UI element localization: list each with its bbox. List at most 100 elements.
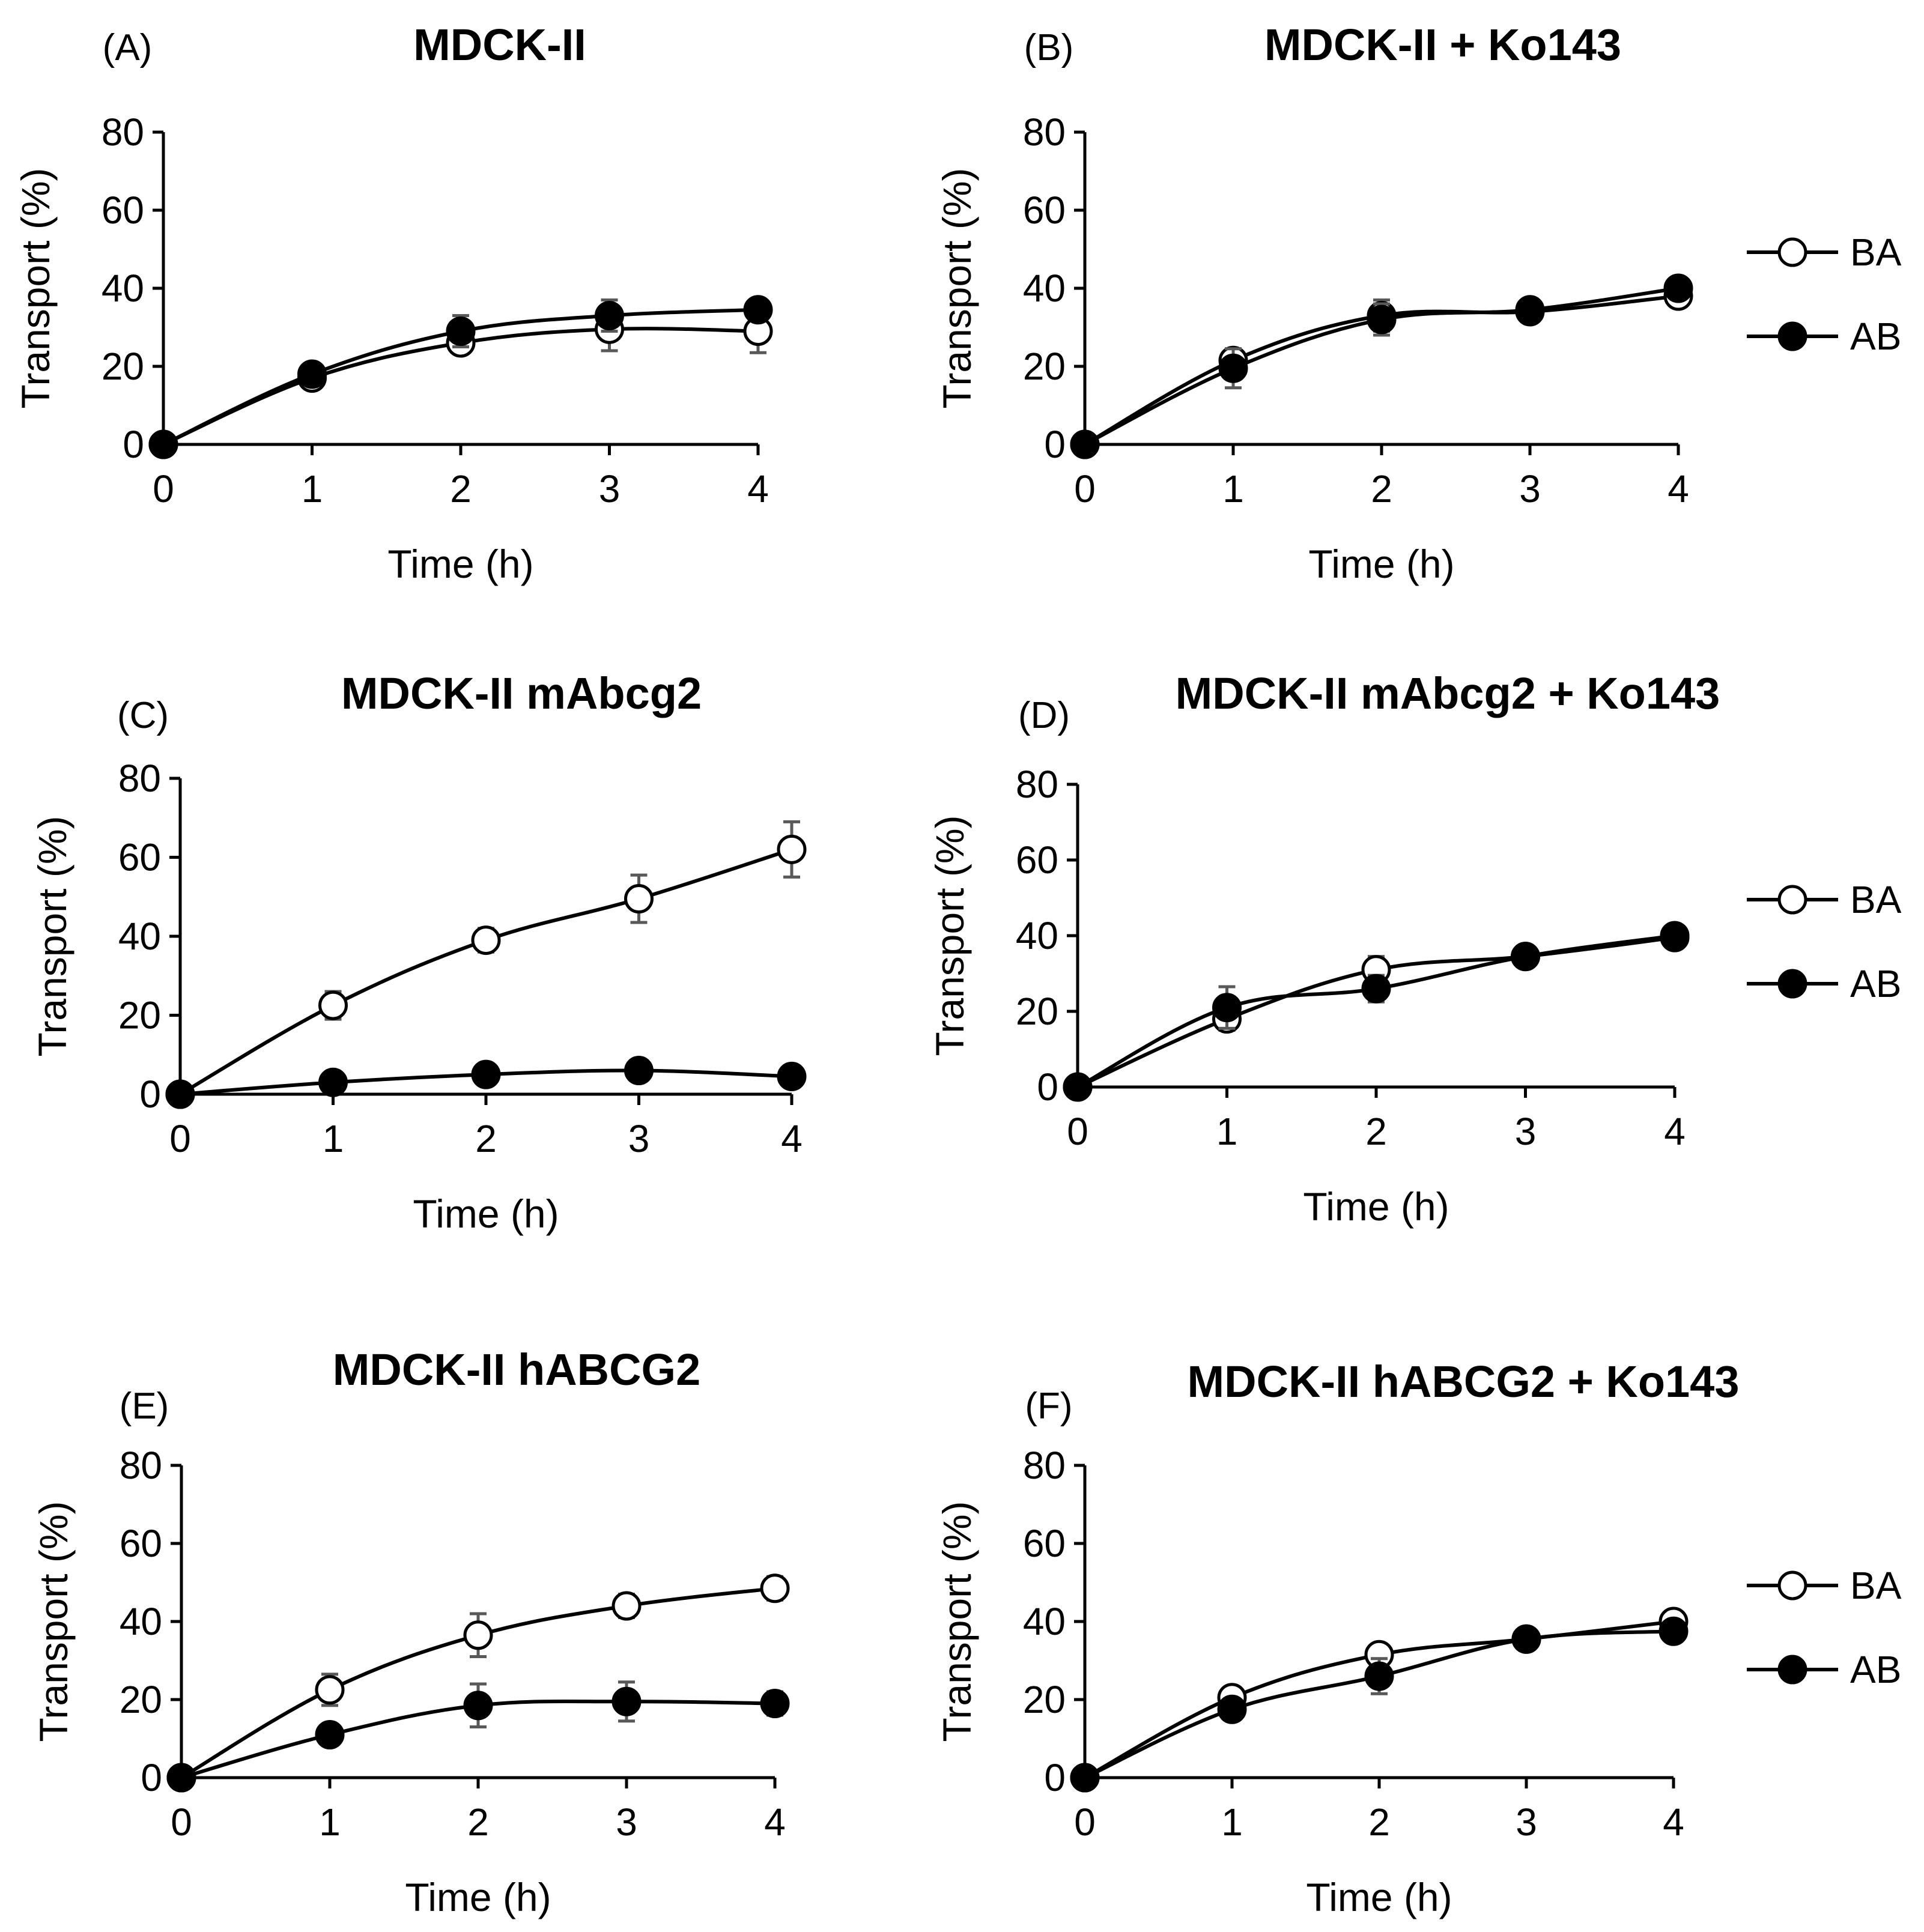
- data-point-AB: [1217, 1694, 1247, 1724]
- data-point-BA: [315, 1675, 345, 1705]
- x-tick-label: 1: [323, 1117, 344, 1160]
- y-tick-label: 0: [1044, 1756, 1066, 1799]
- x-tick-label: 1: [1216, 1110, 1238, 1153]
- data-point-AB: [595, 301, 624, 330]
- data-point-BA: [760, 1573, 790, 1603]
- data-point-AB: [315, 1720, 345, 1749]
- legend-marker-BA: [1777, 237, 1807, 267]
- panel-1: (A) MDCK-II 0 20 40 60 80 0 1 2 3 4 Time (h) Transpor…: [13, 20, 773, 586]
- x-tick-label: 2: [467, 1800, 489, 1844]
- data-point-BA: [624, 884, 654, 914]
- data-point-AB: [760, 1689, 790, 1718]
- panel-4: (D) MDCK-II mAbcg2 + Ko143 0 20 40 60 80 0 1 2 3 4 T…: [927, 668, 1902, 1229]
- x-tick-label: 1: [1222, 467, 1244, 510]
- data-point-AB: [611, 1686, 642, 1716]
- data-point-AB: [777, 1061, 807, 1091]
- data-point-BA: [611, 1591, 642, 1621]
- legend: BA AB: [1747, 231, 1902, 358]
- data-point-AB: [165, 1079, 195, 1109]
- y-axis-label: Transport (%): [927, 816, 972, 1056]
- data-point-BA: [471, 925, 501, 955]
- data-point-AB: [318, 1067, 348, 1097]
- panel-letter: (E): [120, 1385, 169, 1427]
- y-tick-label: 60: [118, 836, 161, 879]
- x-tick-label: 0: [153, 467, 174, 510]
- y-tick-label: 80: [118, 757, 161, 800]
- data-point-AB: [1364, 1661, 1394, 1691]
- y-tick-label: 40: [1023, 267, 1066, 310]
- data-point-BA: [318, 990, 348, 1020]
- data-point-AB: [446, 316, 476, 346]
- chart-title: MDCK-II hABCG2 + Ko143: [1188, 1357, 1740, 1407]
- panel-6: (F) MDCK-II hABCG2 + Ko143 0 20 40 60 80 0 1 2 3 4 T…: [935, 1357, 1902, 1919]
- data-point-AB: [1663, 273, 1693, 303]
- y-tick-label: 20: [120, 1678, 162, 1721]
- data-point-AB: [463, 1691, 493, 1721]
- legend-label-BA: BA: [1850, 1564, 1902, 1607]
- y-tick-label: 40: [102, 267, 144, 310]
- x-axis-label: Time (h): [387, 542, 533, 586]
- x-tick-label: 4: [764, 1800, 786, 1844]
- y-tick-label: 0: [141, 1756, 162, 1799]
- series-AB: [1070, 1616, 1689, 1793]
- panel-5: (E) MDCK-II hABCG2 0 20 40 60 80 0 1 2 3 4 Time (h) T…: [31, 1345, 790, 1919]
- legend-label-AB: AB: [1850, 962, 1901, 1005]
- legend-marker-AB: [1777, 321, 1807, 351]
- y-axis-label: Transport (%): [935, 168, 979, 409]
- data-point-AB: [1511, 942, 1540, 972]
- panel-letter: (F): [1025, 1385, 1072, 1427]
- data-point-AB: [1063, 1072, 1093, 1102]
- y-tick-label: 40: [118, 915, 161, 958]
- data-point-AB: [1511, 1624, 1541, 1654]
- data-point-AB: [1070, 1763, 1100, 1793]
- data-point-AB: [471, 1059, 501, 1089]
- y-tick-label: 60: [1023, 189, 1066, 232]
- legend-marker-AB: [1777, 969, 1807, 999]
- series-AB: [166, 1680, 790, 1793]
- y-tick-label: 20: [1023, 345, 1066, 388]
- x-tick-label: 0: [171, 1800, 192, 1844]
- x-tick-label: 0: [1074, 1800, 1096, 1844]
- series-BA: [1063, 922, 1690, 1102]
- series-AB: [165, 1056, 807, 1109]
- y-tick-label: 0: [1037, 1065, 1058, 1109]
- y-tick-label: 0: [139, 1073, 161, 1116]
- y-axis-label: Transport (%): [13, 168, 58, 409]
- data-point-AB: [624, 1056, 654, 1086]
- data-point-AB: [148, 429, 178, 459]
- series-BA: [1070, 1606, 1689, 1793]
- series-AB: [1063, 921, 1690, 1102]
- x-tick-label: 0: [1074, 467, 1096, 510]
- panel-letter: (C): [117, 695, 169, 736]
- x-tick-label: 4: [747, 467, 769, 510]
- x-tick-label: 1: [1221, 1800, 1243, 1844]
- chart-title: MDCK-II hABCG2: [333, 1345, 701, 1394]
- y-tick-label: 20: [102, 345, 144, 388]
- x-tick-label: 2: [475, 1117, 497, 1160]
- chart-title: MDCK-II + Ko143: [1264, 20, 1621, 70]
- x-axis-label: Time (h): [1308, 542, 1454, 586]
- data-point-AB: [1070, 429, 1100, 459]
- data-point-AB: [1218, 353, 1248, 383]
- x-axis-label: Time (h): [1303, 1184, 1449, 1229]
- x-tick-label: 2: [450, 467, 472, 510]
- y-tick-label: 80: [120, 1444, 162, 1487]
- y-tick-label: 80: [1023, 1444, 1066, 1487]
- x-tick-label: 3: [1515, 1110, 1537, 1153]
- chart-title: MDCK-II: [413, 20, 586, 70]
- panel-3: (C) MDCK-II mAbcg2 0 20 40 60 80 0 1 2 3 4 Time (h) T…: [30, 668, 807, 1236]
- data-point-BA: [463, 1620, 493, 1650]
- x-tick-label: 1: [319, 1800, 341, 1844]
- y-tick-label: 80: [1016, 763, 1058, 806]
- series-line-BA: [179, 847, 792, 1096]
- legend-label-AB: AB: [1850, 315, 1901, 358]
- chart-title: MDCK-II mAbcg2: [341, 668, 702, 718]
- legend-label-AB: AB: [1850, 1648, 1901, 1691]
- y-axis-label: Transport (%): [30, 816, 74, 1057]
- legend-marker-BA: [1777, 1570, 1807, 1600]
- legend-marker-AB: [1777, 1655, 1807, 1685]
- data-point-AB: [297, 359, 327, 389]
- data-point-BA: [777, 834, 807, 864]
- data-point-AB: [166, 1763, 196, 1793]
- y-tick-label: 60: [102, 189, 144, 232]
